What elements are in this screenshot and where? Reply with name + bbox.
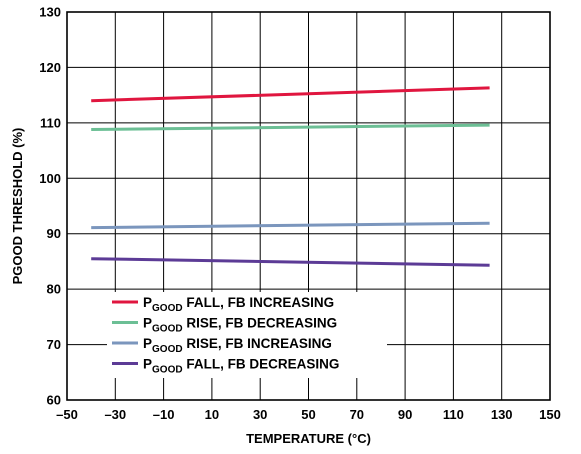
y-tick-label: 90	[47, 226, 61, 241]
x-tick-label: –50	[56, 407, 78, 422]
x-tick-label: 110	[443, 407, 464, 422]
y-tick-label: 110	[40, 115, 61, 130]
x-axis-title: TEMPERATURE (°C)	[246, 431, 371, 446]
y-tick-label: 120	[39, 60, 61, 75]
y-tick-labels: 60 70 80 90 100 110 120 130	[39, 5, 61, 408]
series-line-4	[91, 257, 490, 267]
x-tick-label: 130	[491, 407, 513, 422]
y-tick-label: 60	[47, 393, 61, 408]
y-axis-title: PGOOD THRESHOLD (%)	[10, 128, 25, 285]
x-tick-label: 10	[205, 407, 219, 422]
x-tick-label: 90	[398, 407, 412, 422]
grid	[67, 12, 550, 400]
series-line-1	[91, 86, 490, 103]
legend-label: PGOOD RISE, FB INCREASING	[143, 336, 332, 355]
x-tick-label: 30	[253, 407, 267, 422]
legend: PGOOD FALL, FB INCREASING PGOOD RISE, FB …	[112, 295, 339, 376]
series-layer	[91, 86, 490, 267]
x-tick-label: –30	[104, 407, 126, 422]
y-tick-label: 70	[47, 337, 61, 352]
legend-label: PGOOD FALL, FB DECREASING	[143, 357, 339, 376]
legend-box	[107, 292, 387, 378]
x-tick-label: 70	[350, 407, 364, 422]
y-tick-label: 130	[39, 5, 61, 20]
plot-frame	[66, 11, 551, 401]
x-tick-label: 150	[539, 407, 561, 422]
x-tick-labels: –50 –30 –10 10 30 50 70 90 110 130 150	[56, 407, 561, 422]
x-tick-label: 50	[301, 407, 315, 422]
y-tick-label: 100	[39, 171, 61, 186]
legend-label: PGOOD FALL, FB INCREASING	[143, 295, 334, 314]
series-line-2	[91, 123, 490, 131]
series-line-3	[91, 221, 490, 230]
y-tick-label: 80	[47, 282, 61, 297]
legend-label: PGOOD RISE, FB DECREASING	[143, 316, 337, 335]
x-tick-label: –10	[153, 407, 175, 422]
